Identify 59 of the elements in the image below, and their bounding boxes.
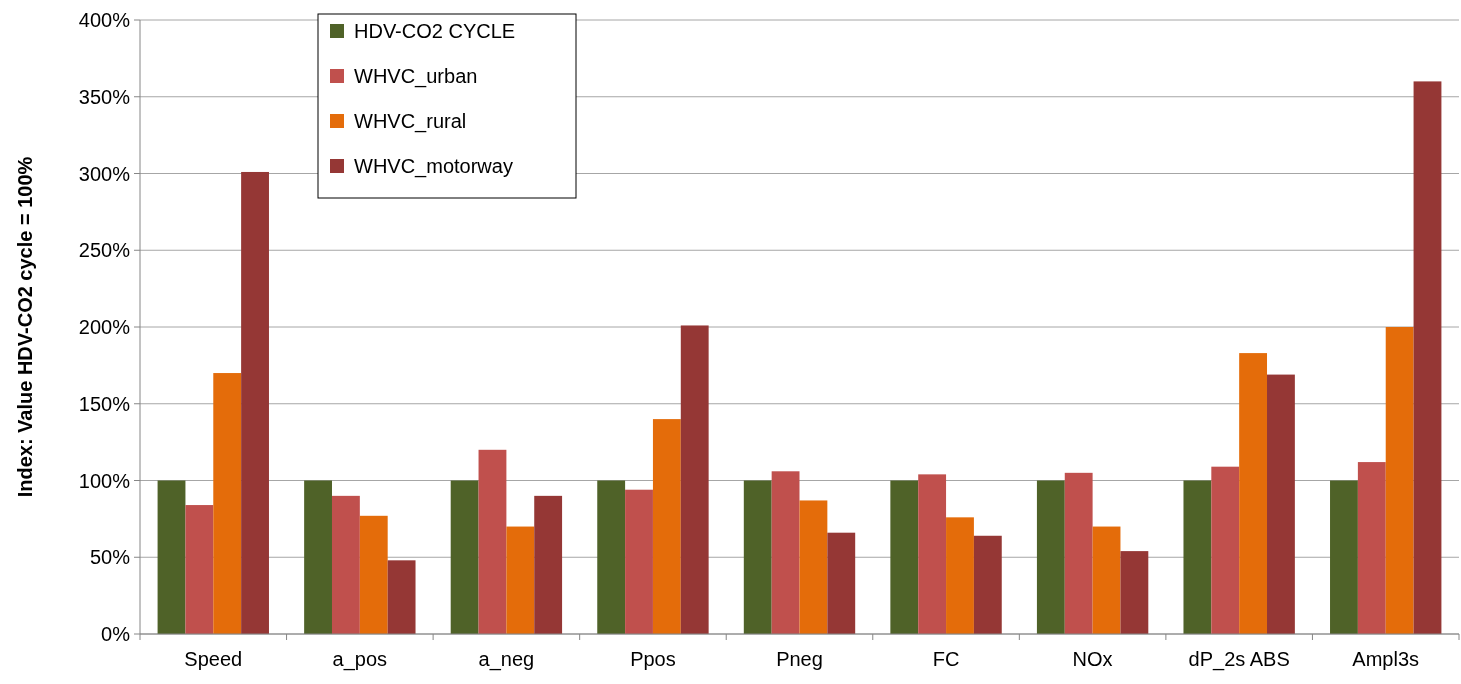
y-tick-label: 350%	[78, 85, 131, 108]
x-tick-label: a_pos	[332, 648, 388, 671]
y-axis-title: Index: Value HDV-CO2 cycle = 100%	[14, 156, 36, 498]
bar	[1357, 462, 1386, 634]
bar	[1211, 466, 1240, 634]
x-tick-label: Speed	[184, 648, 243, 670]
bar	[918, 474, 947, 634]
bar	[771, 471, 800, 634]
y-tick-label: 100%	[78, 469, 131, 492]
legend-label: HDV-CO2 CYCLE	[354, 20, 516, 42]
bar	[890, 480, 919, 634]
bar	[1092, 526, 1121, 634]
y-tick-label: 50%	[89, 546, 131, 569]
bar	[1064, 472, 1093, 634]
bar	[973, 535, 1002, 634]
bar	[331, 495, 360, 634]
x-tick-label: a_neg	[478, 648, 535, 671]
y-tick-label: 400%	[78, 9, 131, 31]
bar	[680, 325, 709, 634]
bar	[1330, 480, 1358, 634]
x-tick-label: Ppos	[630, 648, 676, 670]
y-tick-label: 300%	[78, 162, 131, 185]
bar	[743, 480, 772, 634]
bar	[387, 560, 416, 634]
bar	[478, 449, 507, 634]
y-tick-label: 150%	[78, 392, 131, 415]
bar	[359, 515, 388, 634]
x-tick-label: FC	[932, 648, 960, 670]
x-tick-label: Ampl3s	[1352, 648, 1420, 670]
bar	[450, 480, 479, 634]
bar	[1413, 81, 1442, 634]
y-tick-label: 200%	[78, 316, 131, 338]
bar	[652, 419, 681, 634]
bar	[304, 480, 332, 634]
x-tick-label: NOx	[1072, 648, 1113, 670]
bar	[625, 489, 653, 634]
y-tick-label: 250%	[78, 239, 131, 262]
bar	[534, 495, 563, 634]
bar	[213, 373, 242, 634]
bar	[1183, 480, 1212, 634]
legend-label: WHVC_motorway	[354, 155, 513, 178]
bar	[1239, 353, 1268, 634]
x-tick-label: Pneg	[776, 648, 823, 670]
bar	[1036, 480, 1065, 634]
y-tick-label: 0%	[101, 623, 131, 645]
bar	[157, 480, 186, 634]
bar	[597, 480, 626, 634]
x-tick-label: dP_2s ABS	[1188, 648, 1290, 671]
bar	[241, 171, 269, 634]
bar	[799, 500, 828, 634]
legend-label: WHVC_rural	[354, 110, 467, 133]
bar	[1385, 327, 1414, 634]
bar	[827, 532, 856, 634]
bar	[946, 517, 974, 634]
bar	[1120, 551, 1149, 634]
bar	[506, 526, 535, 634]
bar	[1267, 374, 1295, 634]
legend-label: WHVC_urban	[354, 65, 478, 88]
bar	[185, 505, 214, 634]
